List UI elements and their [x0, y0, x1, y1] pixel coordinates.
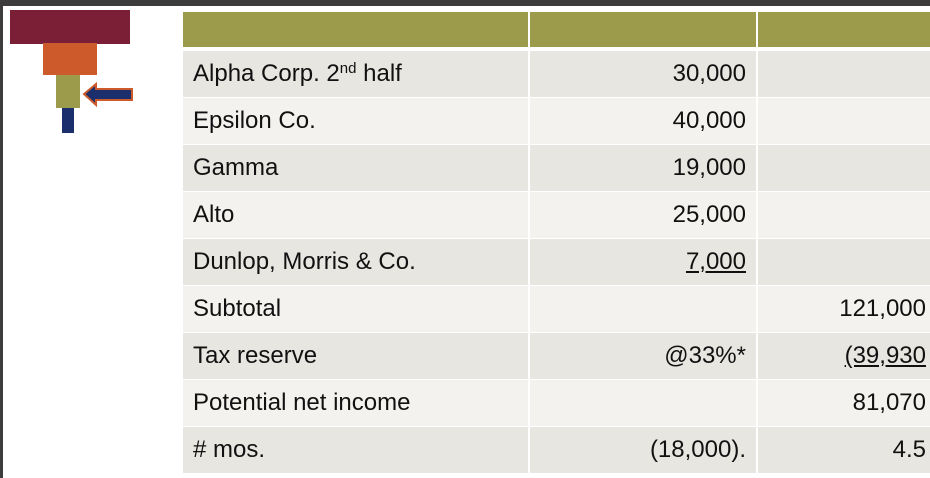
cell-text: (18,000). — [649, 436, 746, 463]
table-cell: @33%* — [530, 333, 758, 380]
decoration — [10, 10, 133, 133]
cell-text: 40,000 — [672, 107, 746, 134]
cell-text: Alto — [193, 201, 235, 228]
table-cell: (39,930 — [758, 333, 930, 380]
table-cell: # mos. — [183, 427, 530, 474]
arrow — [82, 81, 133, 108]
table-row: Potential net income 81,070 — [183, 380, 930, 427]
table-cell: 19,000 — [530, 145, 758, 192]
cell-text: (39,930 — [844, 342, 926, 369]
table-row: # mos. (18,000). 4.5 — [183, 427, 930, 474]
header-cell — [758, 12, 930, 48]
table-row: Gamma 19,000 — [183, 145, 930, 192]
table-cell: 25,000 — [530, 192, 758, 239]
table-cell: Subtotal — [183, 286, 530, 333]
top-border — [0, 0, 930, 6]
table-row: Alpha Corp. 2nd half 30,000 — [183, 51, 930, 98]
table-cell — [530, 380, 758, 427]
table-cell — [758, 145, 930, 192]
deco-bar — [10, 10, 130, 44]
cell-text: Potential net income — [193, 389, 411, 416]
header-cell — [183, 12, 530, 48]
cell-text: 81,070 — [852, 389, 926, 416]
table-cell — [758, 192, 930, 239]
cell-text: @33%* — [664, 342, 746, 369]
table-cell: Alto — [183, 192, 530, 239]
text-part: half — [356, 60, 402, 87]
table-cell: 30,000 — [530, 51, 758, 98]
deco-bar — [62, 108, 74, 133]
table-row: Tax reserve @33%* (39,930 — [183, 333, 930, 380]
cell-text: 19,000 — [672, 154, 746, 181]
table-cell: Potential net income — [183, 380, 530, 427]
table-cell: (18,000). — [530, 427, 758, 474]
deco-bar — [56, 75, 80, 108]
superscript: nd — [339, 60, 357, 77]
table-row: Alto 25,000 — [183, 192, 930, 239]
text-part: Alpha Corp. 2 — [193, 60, 340, 87]
table: Alpha Corp. 2nd half 30,000 Epsilon Co. 40,… — [183, 12, 930, 474]
table-cell — [758, 98, 930, 145]
cell-text: 4.5 — [892, 436, 926, 463]
header-cell — [530, 12, 758, 48]
table-row: Dunlop, Morris & Co. 7,000 — [183, 239, 930, 286]
cell-text: 7,000 — [685, 248, 746, 275]
cell-text: # mos. — [193, 436, 266, 463]
cell-text: Alpha Corp. 2nd half — [193, 60, 402, 88]
table-cell — [758, 51, 930, 98]
cell-text: 25,000 — [672, 201, 746, 228]
left-border — [0, 0, 3, 478]
table-row: Subtotal 121,000 — [183, 286, 930, 333]
table-cell: 7,000 — [530, 239, 758, 286]
table-cell: 40,000 — [530, 98, 758, 145]
table-cell: Epsilon Co. — [183, 98, 530, 145]
cell-text: Epsilon Co. — [193, 107, 316, 134]
table-cell — [530, 286, 758, 333]
table-cell — [758, 239, 930, 286]
table-cell: Gamma — [183, 145, 530, 192]
header-row — [183, 12, 930, 48]
table-cell: Alpha Corp. 2nd half — [183, 51, 530, 98]
cell-text: Dunlop, Morris & Co. — [193, 248, 416, 275]
cell-text: 30,000 — [672, 60, 746, 87]
table-cell: Tax reserve — [183, 333, 530, 380]
cell-text: 121,000 — [839, 295, 926, 322]
table-cell: 4.5 — [758, 427, 930, 474]
cell-text: Tax reserve — [193, 342, 318, 369]
deco-bar — [43, 43, 97, 75]
table-cell: 121,000 — [758, 286, 930, 333]
table-cell: 81,070 — [758, 380, 930, 427]
table-row: Epsilon Co. 40,000 — [183, 98, 930, 145]
cell-text: Subtotal — [193, 295, 282, 322]
table-cell: Dunlop, Morris & Co. — [183, 239, 530, 286]
cell-text: Gamma — [193, 154, 279, 181]
